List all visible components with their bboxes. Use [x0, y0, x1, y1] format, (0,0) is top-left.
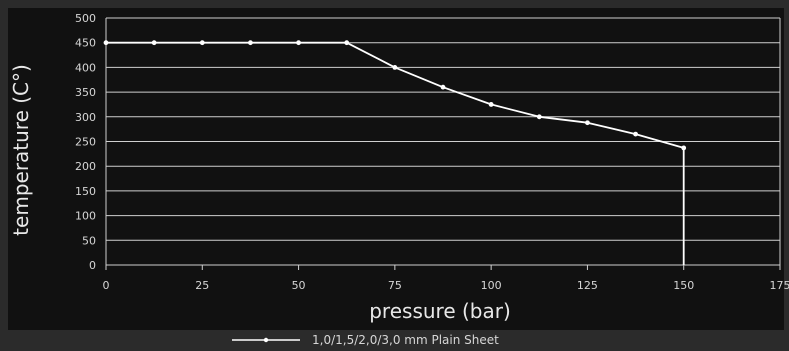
y-tick-label: 400: [75, 61, 96, 74]
series-line: [106, 41, 685, 265]
x-tick-label: 25: [195, 279, 209, 292]
x-tick-label: 175: [770, 279, 789, 292]
legend-marker: [263, 337, 269, 343]
data-point: [440, 84, 446, 90]
data-point: [151, 40, 157, 46]
x-tick-label: 50: [292, 279, 306, 292]
x-tick-label: 100: [481, 279, 502, 292]
data-point: [248, 40, 253, 46]
data-point: [488, 102, 494, 107]
y-tick-label: 200: [75, 160, 96, 173]
data-point: [681, 145, 687, 151]
x-axis-title: pressure (bar): [369, 299, 511, 323]
y-tick-label: 300: [75, 111, 96, 124]
legend: 1,0/1,5/2,0/3,0 mm Plain Sheet: [232, 333, 499, 347]
legend-label: 1,0/1,5/2,0/3,0 mm Plain Sheet: [312, 333, 499, 347]
y-tick-label: 450: [75, 37, 96, 50]
data-point: [344, 40, 350, 46]
data-point: [296, 40, 301, 46]
y-tick-label: 50: [82, 234, 96, 247]
plot-area-background: [8, 8, 784, 330]
series-layer: [103, 40, 687, 265]
data-point: [199, 40, 205, 46]
gridlines: [106, 17, 780, 266]
tick-labels: 0 50 100 150 200 250 300 350 400 450 500 0 25 50 75 100…: [75, 12, 789, 292]
x-tick-label: 150: [673, 279, 694, 292]
x-tick-label: 75: [388, 279, 402, 292]
data-point: [585, 120, 590, 126]
data-point: [633, 131, 638, 137]
y-tick-label: 500: [75, 12, 96, 25]
y-tick-label: 150: [75, 185, 96, 198]
y-tick-label: 100: [75, 210, 96, 223]
y-tick-label: 350: [75, 86, 96, 99]
x-tick-label: 0: [103, 279, 110, 292]
data-point: [103, 40, 109, 46]
x-tick-label: 125: [577, 279, 598, 292]
data-point: [392, 65, 398, 70]
plot-frame: [105, 18, 781, 270]
data-point: [536, 114, 542, 120]
y-axis-title: temperature (C°): [9, 64, 33, 236]
y-tick-label: 0: [89, 259, 96, 272]
y-tick-label: 250: [75, 136, 96, 149]
